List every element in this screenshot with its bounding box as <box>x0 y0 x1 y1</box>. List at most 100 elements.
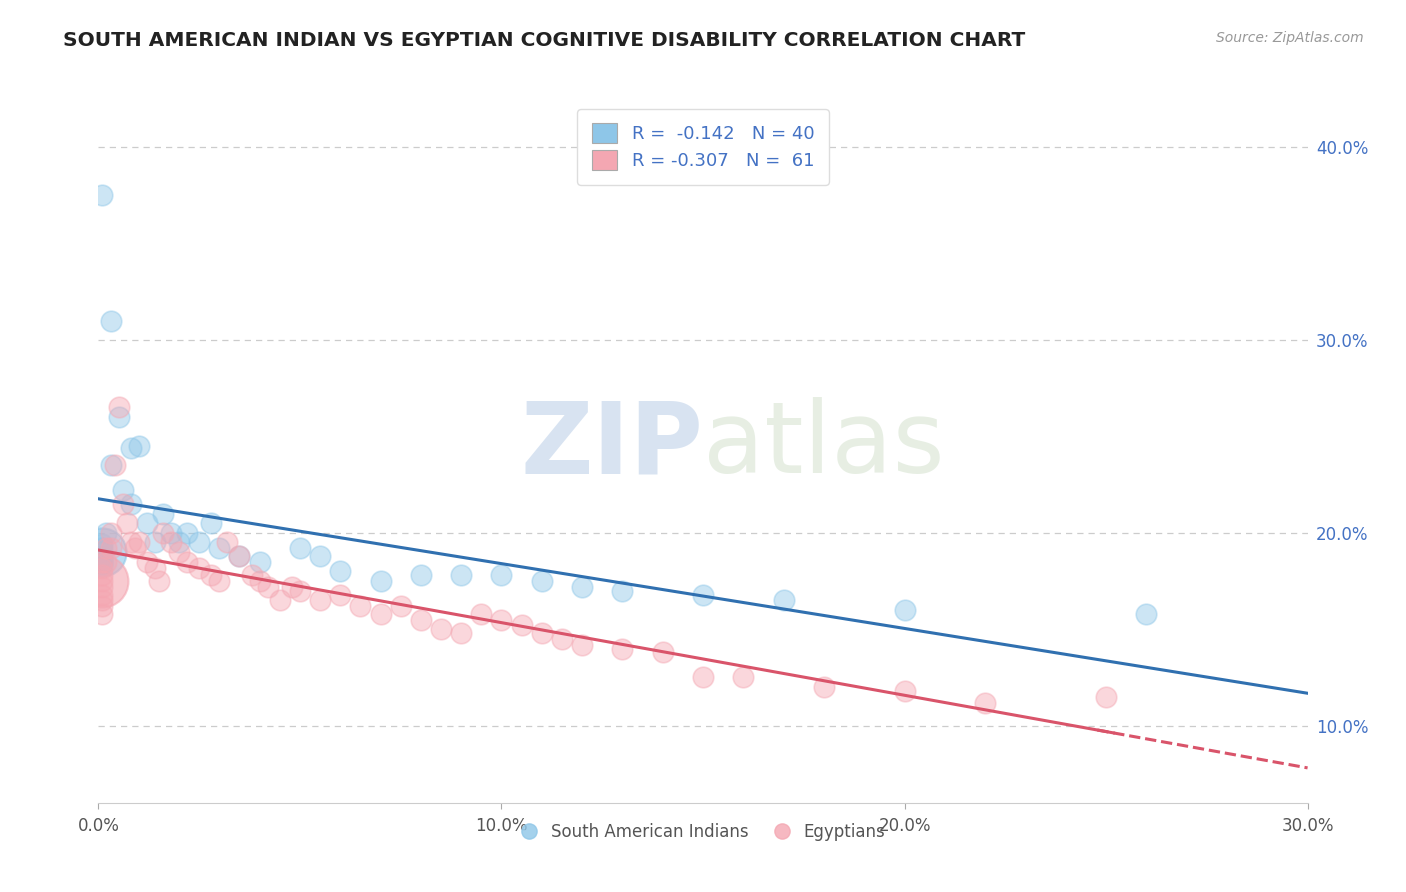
Point <box>329 565 352 579</box>
Point <box>450 626 472 640</box>
Point <box>551 632 574 646</box>
Point <box>107 401 129 415</box>
Point <box>188 535 211 549</box>
Point <box>100 541 122 556</box>
Point <box>91 541 114 556</box>
Point <box>96 555 118 569</box>
Point <box>91 555 114 569</box>
Point <box>103 458 125 473</box>
Point <box>160 525 183 540</box>
Point <box>152 507 174 521</box>
Point <box>91 560 114 574</box>
Point <box>148 574 170 588</box>
Point <box>329 587 352 601</box>
Point <box>571 580 593 594</box>
Point <box>249 555 271 569</box>
Point <box>143 560 166 574</box>
Point <box>143 535 166 549</box>
Point <box>409 613 432 627</box>
Point <box>491 568 513 582</box>
Point <box>692 670 714 684</box>
Point <box>91 593 114 607</box>
Point <box>91 537 114 551</box>
Point <box>176 525 198 540</box>
Point <box>128 439 150 453</box>
Point <box>612 641 634 656</box>
Point <box>111 497 134 511</box>
Text: atlas: atlas <box>703 398 945 494</box>
Point <box>240 568 263 582</box>
Point <box>91 607 114 621</box>
Point <box>470 607 492 621</box>
Point <box>612 583 634 598</box>
Point <box>530 574 553 588</box>
Point <box>651 645 673 659</box>
Point <box>974 696 997 710</box>
Point <box>188 560 211 574</box>
Point <box>256 580 278 594</box>
Point <box>120 497 142 511</box>
Point <box>100 525 122 540</box>
Point <box>200 568 222 582</box>
Point <box>1135 607 1157 621</box>
Point <box>176 555 198 569</box>
Point <box>349 599 371 613</box>
Point <box>96 541 118 556</box>
Point <box>309 593 332 607</box>
Point <box>288 583 311 598</box>
Point <box>389 599 412 613</box>
Point <box>91 553 114 567</box>
Point <box>370 607 392 621</box>
Text: Source: ZipAtlas.com: Source: ZipAtlas.com <box>1216 31 1364 45</box>
Point <box>208 574 231 588</box>
Point <box>772 593 794 607</box>
Point <box>288 541 311 556</box>
Point <box>91 574 114 588</box>
Point <box>269 593 291 607</box>
Point <box>491 613 513 627</box>
Point <box>152 525 174 540</box>
Point <box>409 568 432 582</box>
Point <box>281 580 304 594</box>
Point <box>200 516 222 530</box>
Point <box>450 568 472 582</box>
Point <box>107 410 129 425</box>
Legend: South American Indians, Egyptians: South American Indians, Egyptians <box>515 817 891 848</box>
Point <box>530 626 553 640</box>
Point <box>167 535 190 549</box>
Point <box>100 313 122 327</box>
Point <box>111 483 134 498</box>
Point <box>91 188 114 202</box>
Point <box>309 549 332 563</box>
Point <box>1095 690 1118 704</box>
Point <box>692 587 714 601</box>
Point <box>91 599 114 613</box>
Text: SOUTH AMERICAN INDIAN VS EGYPTIAN COGNITIVE DISABILITY CORRELATION CHART: SOUTH AMERICAN INDIAN VS EGYPTIAN COGNIT… <box>63 31 1025 50</box>
Point <box>91 580 114 594</box>
Point <box>96 525 118 540</box>
Point <box>124 541 146 556</box>
Point <box>249 574 271 588</box>
Point <box>893 684 915 698</box>
Point <box>160 535 183 549</box>
Point <box>91 549 114 563</box>
Point <box>91 545 114 559</box>
Point <box>128 535 150 549</box>
Point <box>370 574 392 588</box>
Point <box>135 516 157 530</box>
Point <box>893 603 915 617</box>
Point <box>120 535 142 549</box>
Text: ZIP: ZIP <box>520 398 703 494</box>
Point <box>228 549 250 563</box>
Point <box>100 458 122 473</box>
Point <box>91 587 114 601</box>
Point <box>91 545 114 559</box>
Point <box>91 568 114 582</box>
Point <box>208 541 231 556</box>
Point <box>135 555 157 569</box>
Point <box>813 680 835 694</box>
Point <box>217 535 239 549</box>
Point <box>167 545 190 559</box>
Point <box>571 638 593 652</box>
Point <box>91 557 114 571</box>
